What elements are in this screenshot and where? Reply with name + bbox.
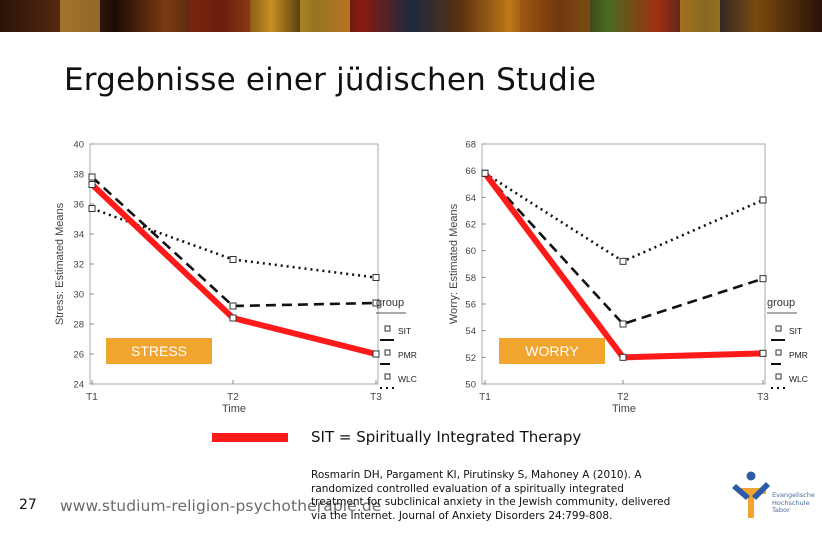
y-tick-label: 36 [73, 200, 84, 211]
data-point-pmr [372, 299, 380, 307]
sit-legend-line [212, 433, 288, 442]
decorative-banner [0, 0, 822, 32]
citation: Rosmarin DH, Pargament KI, Pirutinsky S,… [311, 469, 671, 522]
worry-label-box: WORRY [499, 338, 605, 364]
x-axis-label: Time [612, 403, 636, 415]
website-url[interactable]: www.studium-religion-psychotherapie.de [60, 497, 382, 515]
logo-text-line: Evangelische [772, 491, 815, 499]
slide-number: 27 [19, 497, 37, 513]
data-point-pmr [229, 302, 237, 310]
y-tick-label: 64 [465, 193, 476, 204]
legend-label-wlc: WLC [789, 374, 808, 384]
banner-segment [300, 0, 350, 32]
logo-text-line: Hochschule [772, 498, 810, 507]
x-tick-label: T3 [757, 392, 769, 403]
legend-marker-pmr [384, 349, 391, 356]
legend-marker-pmr [775, 349, 782, 356]
x-tick-label: T3 [370, 392, 382, 403]
logo-head-icon [746, 471, 756, 481]
x-tick-label: T1 [86, 392, 98, 403]
legend-title: group [767, 297, 795, 309]
y-tick-label: 54 [465, 326, 476, 337]
data-point-wlc [619, 257, 627, 265]
x-tick-label: T1 [479, 392, 491, 403]
y-tick-label: 62 [465, 220, 476, 231]
sit-legend-text: SIT = Spiritually Integrated Therapy [311, 428, 582, 446]
series-line-pmr [484, 172, 764, 326]
legend-marker-sit [775, 325, 782, 332]
logo-cross-icon [738, 488, 766, 518]
data-point-wlc [759, 196, 767, 204]
data-point-sit [481, 169, 489, 177]
y-tick-label: 60 [465, 246, 476, 257]
data-point-sit [759, 349, 767, 357]
y-tick-label: 40 [73, 140, 84, 151]
y-tick-label: 28 [73, 320, 84, 331]
data-point-sit [372, 350, 380, 358]
y-tick-label: 68 [465, 140, 476, 151]
data-point-pmr [619, 320, 627, 328]
legend-label-pmr: PMR [789, 350, 808, 360]
logo-arm-icon [752, 482, 770, 500]
data-point-sit [229, 314, 237, 322]
data-point-wlc [88, 205, 96, 212]
banner-segment [520, 0, 590, 32]
y-axis-label: Worry: Estimated Means [448, 203, 460, 324]
data-point-wlc [229, 256, 237, 263]
y-axis-label: Stress: Estimated Means [54, 202, 66, 325]
data-point-sit [619, 353, 627, 361]
x-tick-label: T2 [227, 392, 239, 403]
data-point-pmr [88, 173, 96, 181]
data-point-pmr [759, 275, 767, 283]
logo-text-line: Tabor [772, 506, 790, 514]
stress-label-box: STRESS [106, 338, 212, 364]
x-tick-label: T2 [617, 392, 629, 403]
institution-logo [732, 471, 770, 518]
y-tick-label: 66 [465, 166, 476, 177]
legend-marker-sit [384, 325, 391, 332]
slide-title: Ergebnisse einer jüdischen Studie [64, 62, 597, 98]
legend-title: group [376, 297, 404, 309]
banner-segment [190, 0, 250, 32]
logo-text: Evangelische Hochschule Tabor [772, 491, 820, 515]
y-tick-label: 38 [73, 170, 84, 181]
legend-marker-wlc [384, 373, 391, 380]
legend-label-sit: SIT [789, 326, 802, 336]
banner-segment [680, 0, 720, 32]
y-tick-label: 56 [465, 300, 476, 311]
y-tick-label: 32 [73, 260, 84, 271]
y-tick-label: 50 [465, 380, 476, 391]
y-tick-label: 52 [465, 353, 476, 364]
y-tick-label: 34 [73, 230, 84, 241]
y-tick-label: 30 [73, 290, 84, 301]
legend-label-sit: SIT [398, 326, 411, 336]
legend-label-pmr: PMR [398, 350, 417, 360]
banner-segment [60, 0, 100, 32]
y-tick-label: 58 [465, 273, 476, 284]
data-point-sit [88, 181, 96, 188]
logo-arm-icon [732, 484, 750, 500]
y-tick-label: 24 [73, 380, 84, 391]
data-point-wlc [372, 274, 380, 281]
legend-marker-wlc [775, 373, 782, 380]
y-tick-label: 26 [73, 350, 84, 361]
legend-label-wlc: WLC [398, 374, 417, 384]
x-axis-label: Time [222, 403, 246, 415]
